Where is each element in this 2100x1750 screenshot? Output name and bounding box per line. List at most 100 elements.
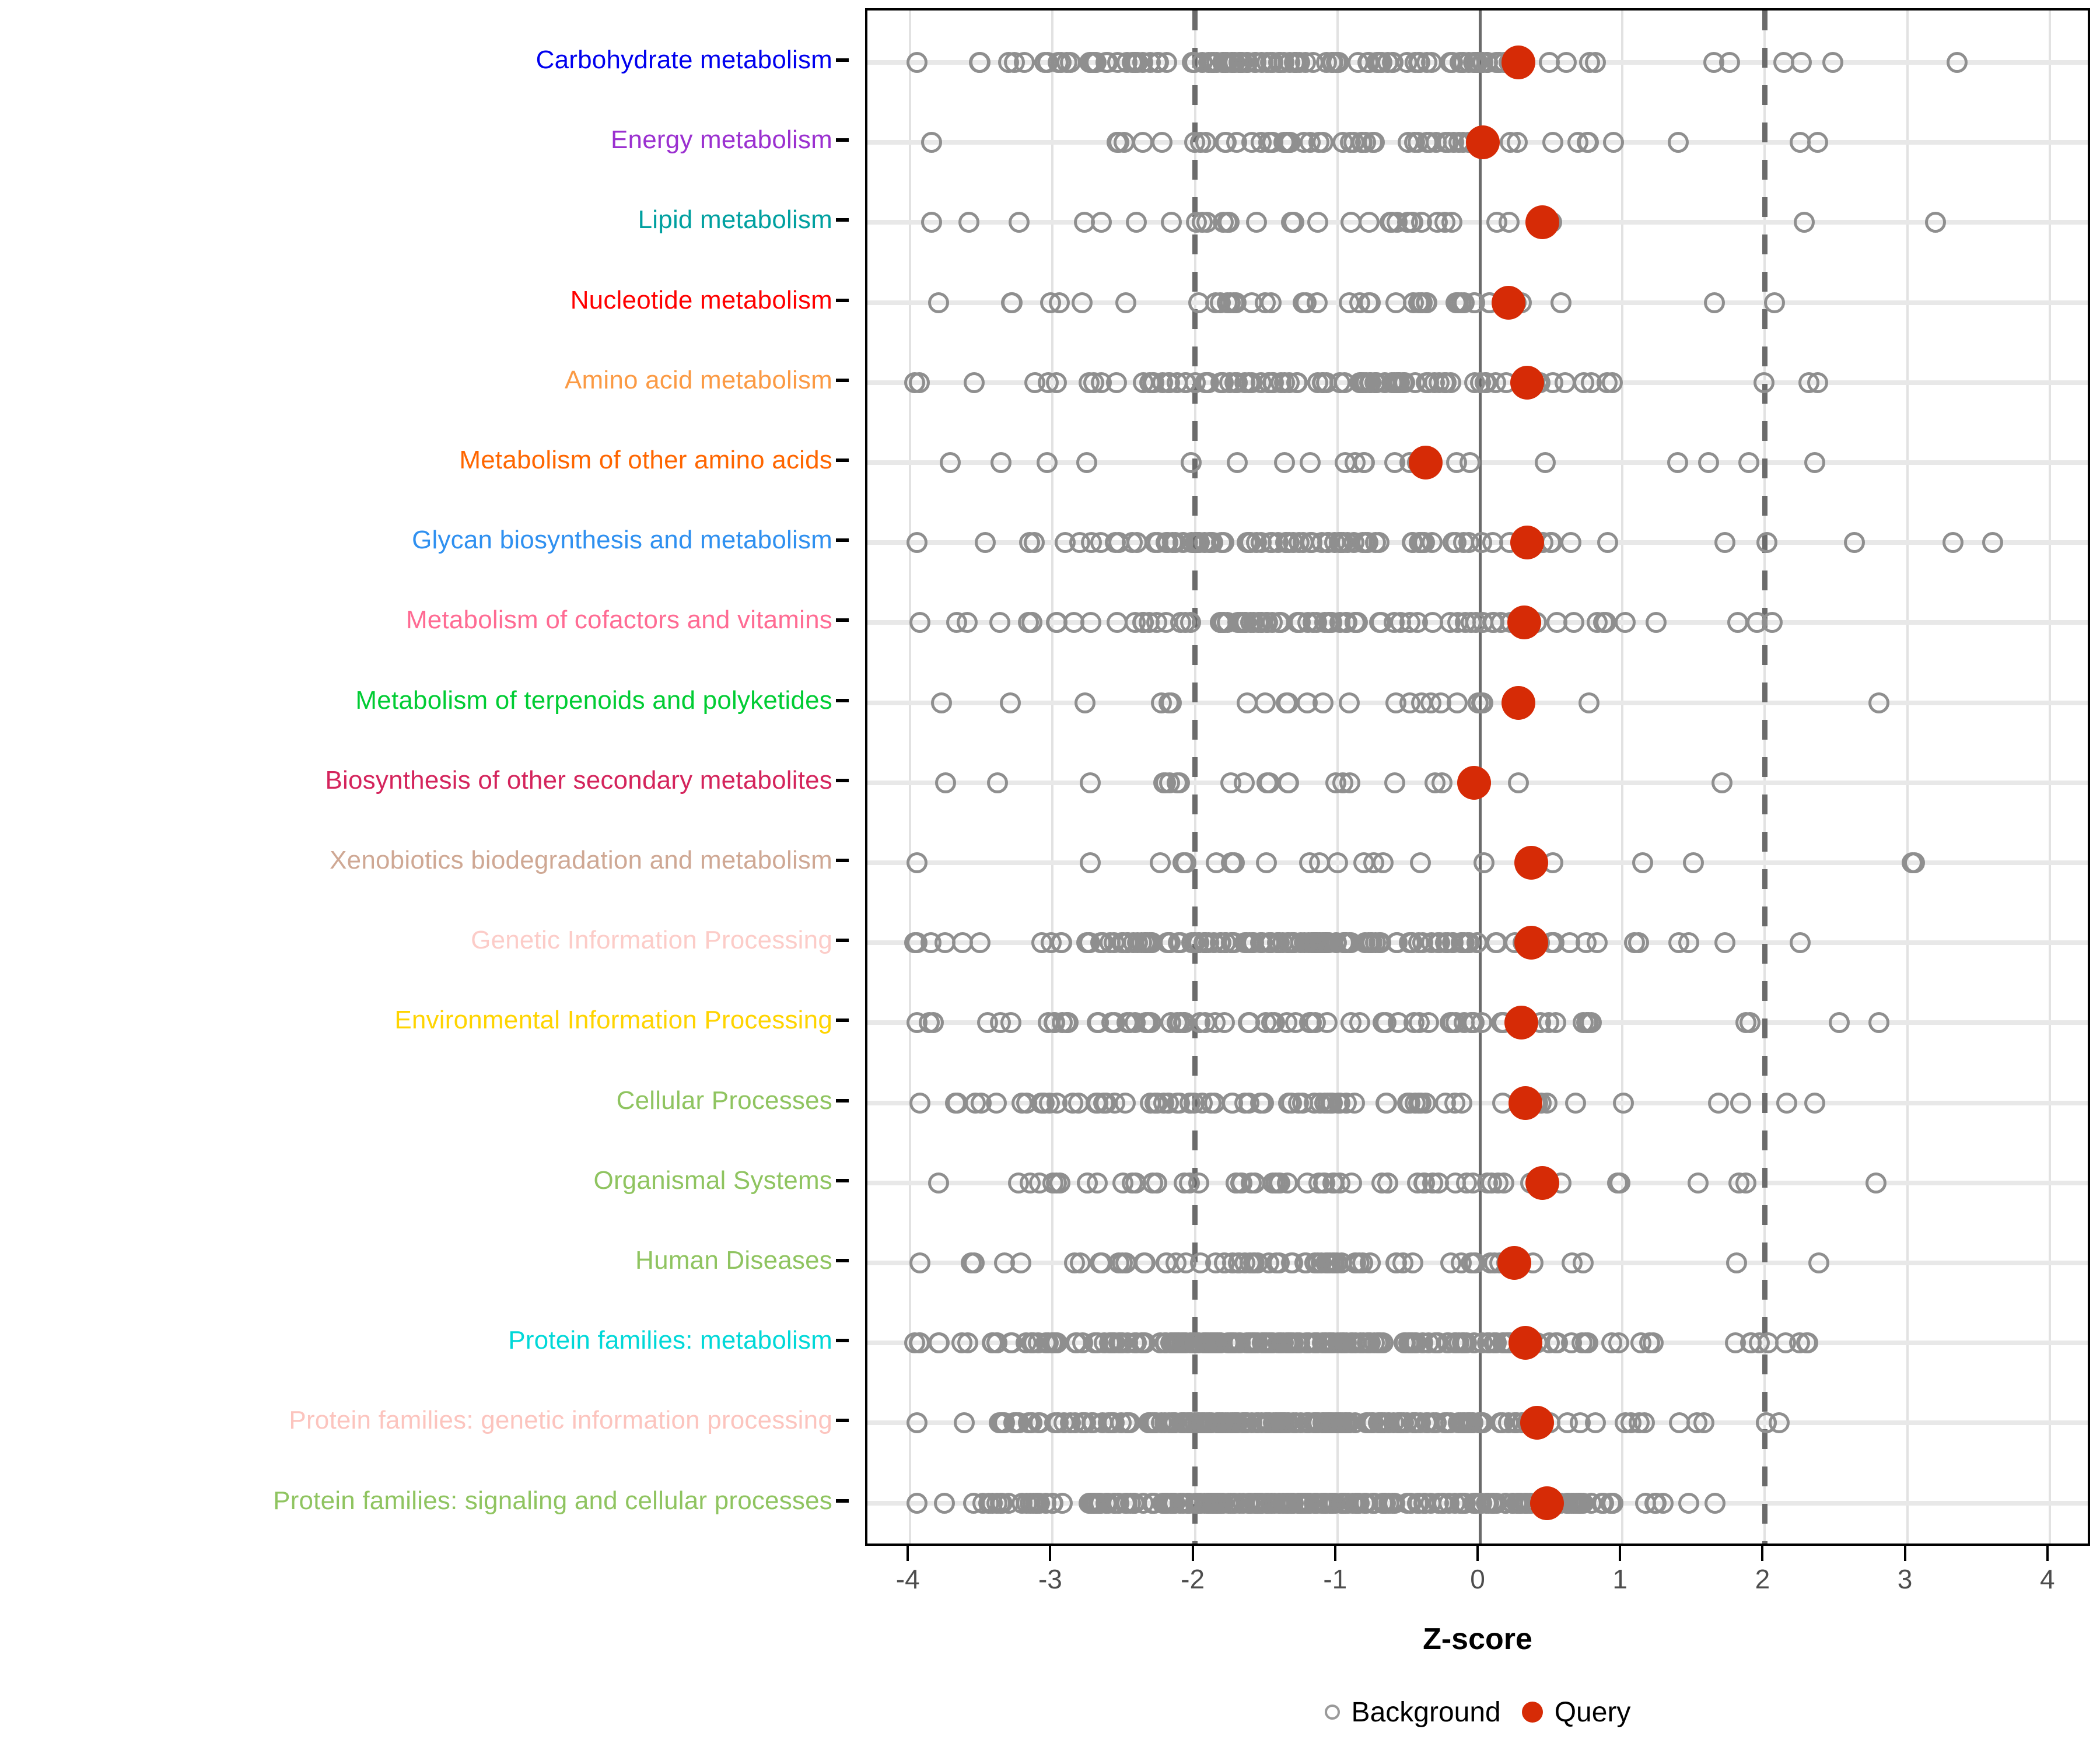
background-point xyxy=(1726,1252,1747,1273)
background-point xyxy=(1758,1332,1779,1354)
background-point xyxy=(1255,692,1276,713)
background-point xyxy=(1329,612,1351,634)
query-point[interactable] xyxy=(1507,606,1541,640)
background-point xyxy=(1242,1252,1264,1273)
background-point xyxy=(1413,1492,1435,1514)
background-point xyxy=(1714,532,1735,554)
background-point xyxy=(1106,612,1128,634)
query-point[interactable] xyxy=(1491,285,1525,320)
background-point xyxy=(1364,1492,1385,1514)
query-point[interactable] xyxy=(1409,446,1443,480)
query-point[interactable] xyxy=(1501,685,1535,720)
background-point xyxy=(1299,1012,1321,1034)
background-point xyxy=(1326,852,1348,873)
background-point xyxy=(1435,372,1457,393)
y-axis-label: Nucleotide metabolism xyxy=(570,285,832,314)
background-point xyxy=(1188,292,1209,313)
background-point xyxy=(935,772,957,793)
y-axis-tick xyxy=(836,1098,849,1102)
background-point xyxy=(1246,212,1268,233)
background-point xyxy=(1646,1492,1667,1514)
y-axis-tick xyxy=(836,538,849,542)
background-point xyxy=(964,372,985,393)
background-point xyxy=(1704,292,1726,313)
background-point xyxy=(1085,1492,1107,1514)
background-point xyxy=(1797,1332,1818,1354)
background-point xyxy=(1074,692,1096,713)
background-point xyxy=(1667,452,1689,473)
background-point xyxy=(1300,452,1321,473)
background-point xyxy=(989,1412,1010,1434)
background-point xyxy=(1682,852,1704,873)
background-point xyxy=(1432,1492,1453,1514)
query-point[interactable] xyxy=(1508,1086,1543,1120)
query-point[interactable] xyxy=(1514,846,1548,880)
background-point xyxy=(1357,52,1379,73)
y-axis-tick xyxy=(836,298,849,302)
background-point xyxy=(1633,1412,1655,1434)
background-point xyxy=(1359,1252,1381,1273)
x-axis-tick-label: 1 xyxy=(1612,1564,1628,1594)
background-point xyxy=(1613,1092,1634,1114)
background-point xyxy=(934,1492,956,1514)
background-point xyxy=(1095,52,1116,73)
background-point xyxy=(1236,1332,1258,1354)
background-point xyxy=(1404,1012,1425,1034)
background-point xyxy=(1144,532,1166,554)
query-point[interactable] xyxy=(1508,1326,1543,1360)
background-point xyxy=(1322,1252,1343,1273)
background-point xyxy=(1865,1172,1887,1194)
x-axis-tick-label: 4 xyxy=(2039,1564,2055,1594)
background-point xyxy=(1046,612,1068,634)
query-point[interactable] xyxy=(1457,765,1492,800)
background-point xyxy=(1152,132,1173,153)
query-point[interactable] xyxy=(1520,1406,1554,1440)
background-point xyxy=(1196,212,1217,233)
legend-item-background[interactable]: Background xyxy=(1324,1696,1501,1728)
background-point xyxy=(1091,372,1112,393)
background-point xyxy=(1256,52,1278,73)
background-point xyxy=(1194,1012,1216,1034)
background-point xyxy=(1311,532,1332,554)
query-point[interactable] xyxy=(1525,1166,1560,1200)
background-point xyxy=(1667,132,1689,153)
query-point[interactable] xyxy=(1510,526,1544,560)
background-point xyxy=(930,692,952,713)
background-point xyxy=(1628,932,1650,954)
query-point[interactable] xyxy=(1504,1006,1538,1040)
query-point[interactable] xyxy=(1510,365,1544,400)
background-point xyxy=(1646,612,1667,634)
background-point xyxy=(1408,292,1429,313)
background-point xyxy=(1693,1412,1715,1434)
background-point xyxy=(1764,292,1786,313)
row-gridline xyxy=(867,1100,2088,1105)
query-point[interactable] xyxy=(1497,1246,1531,1280)
background-point xyxy=(1398,1332,1420,1354)
background-point xyxy=(1753,372,1774,393)
background-point xyxy=(1632,852,1653,873)
background-point xyxy=(1322,1412,1344,1434)
background-point xyxy=(1308,932,1330,954)
background-point xyxy=(1021,1332,1042,1354)
query-point[interactable] xyxy=(1465,125,1500,160)
background-point xyxy=(1273,452,1295,473)
background-point xyxy=(1041,1332,1063,1354)
background-point xyxy=(1790,932,1811,954)
background-point xyxy=(1000,692,1021,713)
background-point xyxy=(1258,372,1279,393)
query-point[interactable] xyxy=(1530,1486,1564,1520)
background-point xyxy=(1206,52,1228,73)
background-point xyxy=(1541,532,1563,554)
background-point xyxy=(1563,612,1584,634)
background-point xyxy=(1180,452,1202,473)
legend-item-query[interactable]: Query xyxy=(1521,1696,1630,1728)
background-point xyxy=(1028,1172,1050,1194)
background-point xyxy=(1828,1012,1850,1034)
query-point[interactable] xyxy=(1514,926,1548,960)
background-point xyxy=(1156,1252,1177,1273)
background-point xyxy=(1003,52,1025,73)
background-point xyxy=(1182,52,1203,73)
query-point[interactable] xyxy=(1525,205,1560,240)
query-point[interactable] xyxy=(1501,46,1535,79)
background-point xyxy=(1708,1092,1730,1114)
